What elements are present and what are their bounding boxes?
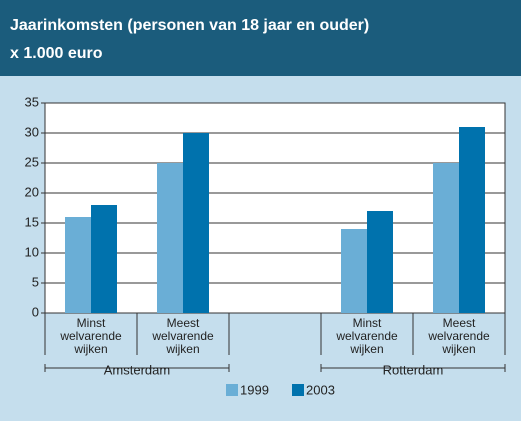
group-label: Rotterdam	[383, 362, 444, 377]
y-tick-label: 25	[25, 154, 39, 169]
legend-swatch	[226, 384, 238, 396]
bar	[433, 163, 459, 313]
bar	[459, 127, 485, 313]
y-tick-label: 10	[25, 244, 39, 259]
group-label: Amsterdam	[104, 362, 170, 377]
y-tick-label: 5	[32, 274, 39, 289]
bar	[157, 163, 183, 313]
bar	[183, 133, 209, 313]
plot-area	[44, 102, 506, 314]
legend-swatch	[292, 384, 304, 396]
chart-title: Jaarinkomsten (personen van 18 jaar en o…	[10, 17, 369, 34]
y-tick-label: 20	[25, 184, 39, 199]
y-tick-label: 30	[25, 124, 39, 139]
bar	[65, 217, 91, 313]
y-tick-label: 35	[25, 94, 39, 109]
x-tick-label: Minst welvarende wijken	[335, 316, 398, 356]
bar	[341, 229, 367, 313]
y-tick-label: 0	[32, 304, 39, 319]
legend-label: 2003	[306, 382, 335, 397]
x-tick-label: Meest welvarende wijken	[427, 316, 490, 356]
x-tick-label: Meest welvarende wijken	[151, 316, 214, 356]
chart-subtitle: x 1.000 euro	[10, 45, 103, 62]
x-tick-label: Minst welvarende wijken	[59, 316, 122, 356]
y-tick-label: 15	[25, 214, 39, 229]
bar	[91, 205, 117, 313]
title-banner	[0, 0, 521, 76]
bar	[367, 211, 393, 313]
legend-label: 1999	[240, 382, 269, 397]
